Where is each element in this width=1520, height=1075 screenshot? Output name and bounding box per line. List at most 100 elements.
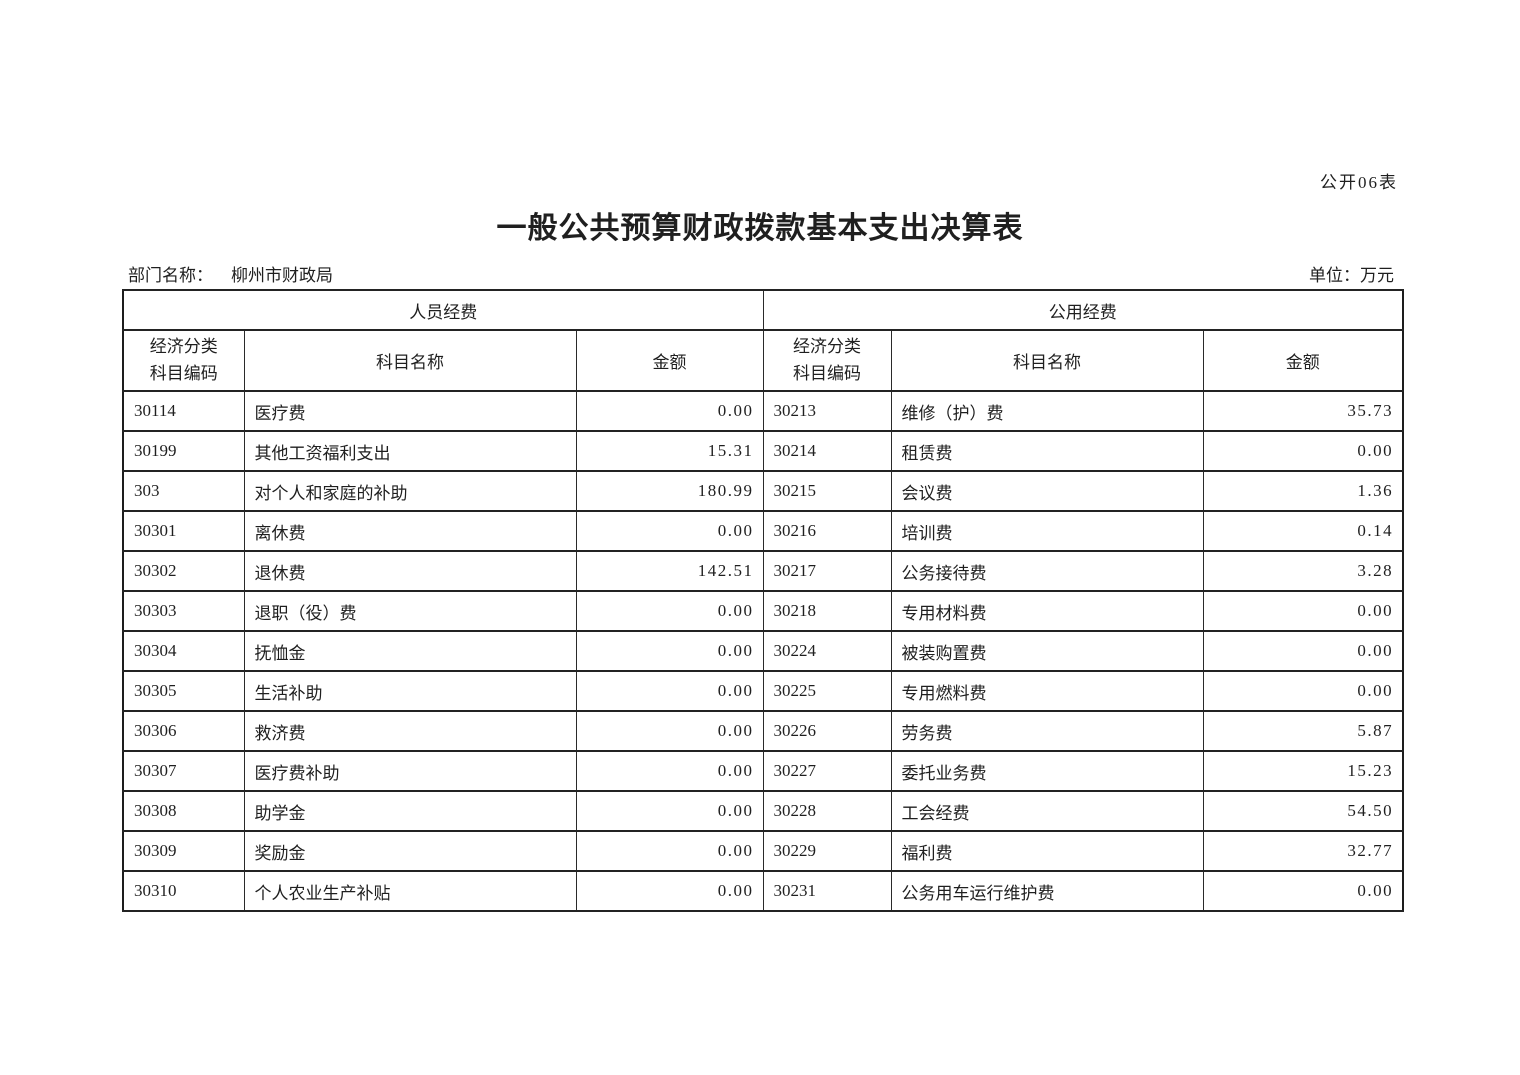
table-row: 30309 奖励金 0.00 30229 福利费 32.77 [122,830,1404,872]
personnel-expenses-header: 人员经费 [122,289,764,331]
code-cell: 30305 [122,670,245,712]
table-row: 30310 个人农业生产补贴 0.00 30231 公务用车运行维护费 0.00 [122,870,1404,912]
table-row: 30306 救济费 0.00 30226 劳务费 5.87 [122,710,1404,752]
name-cell: 专用燃料费 [890,670,1204,712]
column-header-code-line2: 科目编码 [793,363,862,383]
table-row: 30307 医疗费补助 0.00 30227 委托业务费 15.23 [122,750,1404,792]
code-cell: 30218 [762,590,892,632]
column-header-amount-left: 金额 [575,329,764,392]
amount-cell: 3.28 [1202,550,1404,592]
name-cell: 救济费 [243,710,577,752]
unit-label: 单位：万元 [1309,266,1394,285]
name-cell: 奖励金 [243,830,577,872]
amount-cell: 0.00 [575,870,764,912]
department-name-label: 部门名称： [128,266,213,285]
name-cell: 助学金 [243,790,577,832]
name-cell: 租赁费 [890,430,1204,472]
amount-cell: 0.00 [575,510,764,552]
table-row: 30303 退职（役）费 0.00 30218 专用材料费 0.00 [122,590,1404,632]
code-cell: 30199 [122,430,245,472]
table-row: 30302 退休费 142.51 30217 公务接待费 3.28 [122,550,1404,592]
code-cell: 30302 [122,550,245,592]
table-row: 30199 其他工资福利支出 15.31 30214 租赁费 0.00 [122,430,1404,472]
name-cell: 退职（役）费 [243,590,577,632]
name-cell: 福利费 [890,830,1204,872]
name-cell: 劳务费 [890,710,1204,752]
amount-cell: 15.23 [1202,750,1404,792]
meta-row: 部门名称： 柳州市财政局 单位：万元 [122,261,1402,287]
code-cell: 30228 [762,790,892,832]
amount-cell: 0.00 [1202,430,1404,472]
amount-cell: 32.77 [1202,830,1404,872]
amount-cell: 0.00 [575,750,764,792]
amount-cell: 54.50 [1202,790,1404,832]
name-cell: 培训费 [890,510,1204,552]
amount-cell: 0.00 [1202,630,1404,672]
amount-cell: 0.00 [575,710,764,752]
name-cell: 个人农业生产补贴 [243,870,577,912]
department-name-value: 柳州市财政局 [231,266,333,285]
code-cell: 303 [122,470,245,512]
amount-cell: 180.99 [575,470,764,512]
amount-cell: 0.00 [1202,870,1404,912]
amount-cell: 5.87 [1202,710,1404,752]
code-cell: 30226 [762,710,892,752]
amount-cell: 0.00 [575,630,764,672]
name-cell: 工会经费 [890,790,1204,832]
code-cell: 30307 [122,750,245,792]
amount-cell: 0.00 [575,390,764,432]
name-cell: 离休费 [243,510,577,552]
budget-table: 人员经费 公用经费 经济分类 科目编码 科目名称 金额 经济分类 科目编码 科目… [122,289,1405,912]
amount-cell: 1.36 [1202,470,1404,512]
amount-cell: 0.00 [575,790,764,832]
code-cell: 30214 [762,430,892,472]
code-cell: 30308 [122,790,245,832]
name-cell: 生活补助 [243,670,577,712]
name-cell: 对个人和家庭的补助 [243,470,577,512]
code-cell: 30224 [762,630,892,672]
table-row: 30305 生活补助 0.00 30225 专用燃料费 0.00 [122,670,1404,712]
amount-cell: 15.31 [575,430,764,472]
code-cell: 30306 [122,710,245,752]
column-header-code-left: 经济分类 科目编码 [122,329,245,392]
code-cell: 30213 [762,390,892,432]
form-number-label: 公开06表 [1320,173,1398,192]
name-cell: 公务用车运行维护费 [890,870,1204,912]
name-cell: 委托业务费 [890,750,1204,792]
column-header-code-right: 经济分类 科目编码 [762,329,892,392]
name-cell: 公务接待费 [890,550,1204,592]
name-cell: 维修（护）费 [890,390,1204,432]
code-cell: 30303 [122,590,245,632]
name-cell: 会议费 [890,470,1204,512]
column-header-amount-right: 金额 [1202,329,1404,392]
code-cell: 30301 [122,510,245,552]
code-cell: 30227 [762,750,892,792]
amount-cell: 35.73 [1202,390,1404,432]
code-cell: 30225 [762,670,892,712]
amount-cell: 142.51 [575,550,764,592]
name-cell: 医疗费补助 [243,750,577,792]
name-cell: 抚恤金 [243,630,577,672]
table-row: 30114 医疗费 0.00 30213 维修（护）费 35.73 [122,390,1404,432]
column-header-name-right: 科目名称 [890,329,1204,392]
table-row: 30304 抚恤金 0.00 30224 被装购置费 0.00 [122,630,1404,672]
code-cell: 30231 [762,870,892,912]
table-body: 30114 医疗费 0.00 30213 维修（护）费 35.73 30199 其他工资福利支… [122,390,1404,912]
column-header-code-line1: 经济分类 [149,337,218,357]
amount-cell: 0.00 [1202,670,1404,712]
column-header-name-left: 科目名称 [243,329,577,392]
code-cell: 30216 [762,510,892,552]
column-header-code-line2: 科目编码 [149,363,218,383]
name-cell: 被装购置费 [890,630,1204,672]
page-title: 一般公共预算财政拨款基本支出决算表 [496,212,1024,245]
code-cell: 30310 [122,870,245,912]
public-expenses-header: 公用经费 [762,289,1404,331]
amount-cell: 0.14 [1202,510,1404,552]
column-header-row: 经济分类 科目编码 科目名称 金额 经济分类 科目编码 科目名称 金额 [122,329,1404,392]
code-cell: 30229 [762,830,892,872]
name-cell: 医疗费 [243,390,577,432]
group-header-row: 人员经费 公用经费 [122,289,1404,331]
table-row: 303 对个人和家庭的补助 180.99 30215 会议费 1.36 [122,470,1404,512]
code-cell: 30114 [122,390,245,432]
